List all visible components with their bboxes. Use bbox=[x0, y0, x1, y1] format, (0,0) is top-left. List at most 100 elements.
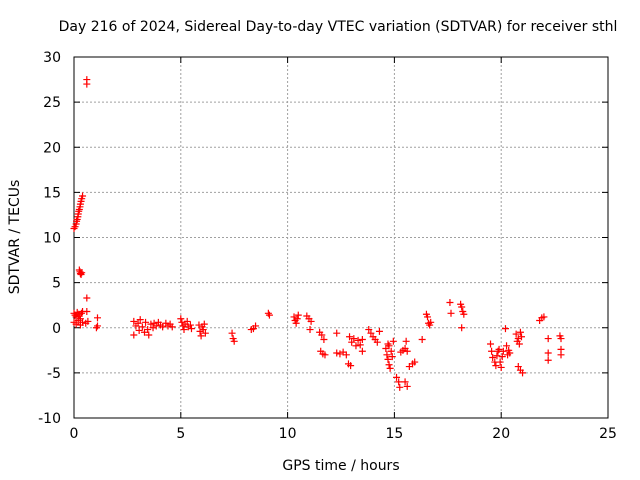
data-point bbox=[514, 363, 522, 371]
data-point bbox=[93, 314, 101, 322]
data-point bbox=[393, 373, 401, 381]
y-tick-label: 15 bbox=[43, 185, 61, 201]
data-point bbox=[544, 356, 552, 364]
data-point bbox=[403, 347, 411, 355]
data-point bbox=[168, 323, 176, 331]
data-point bbox=[130, 317, 138, 325]
data-point bbox=[492, 362, 500, 370]
data-point bbox=[385, 361, 393, 369]
y-tick-label: 5 bbox=[52, 276, 61, 292]
data-point bbox=[496, 358, 504, 366]
data-point bbox=[373, 338, 381, 346]
data-point bbox=[557, 351, 565, 359]
data-point bbox=[342, 351, 350, 359]
data-point bbox=[135, 326, 143, 334]
data-point bbox=[356, 341, 364, 349]
data-point bbox=[447, 309, 455, 317]
data-point bbox=[292, 319, 300, 327]
data-point bbox=[180, 326, 188, 334]
data-point bbox=[186, 321, 194, 329]
data-point bbox=[401, 378, 409, 386]
data-point bbox=[321, 351, 329, 359]
data-point bbox=[333, 329, 341, 337]
data-point bbox=[201, 329, 209, 337]
data-point bbox=[78, 269, 86, 277]
data-point bbox=[265, 311, 273, 319]
data-point bbox=[348, 338, 356, 346]
data-point bbox=[74, 317, 82, 325]
data-point bbox=[424, 313, 432, 321]
x-tick-label: 25 bbox=[599, 426, 617, 442]
data-point bbox=[358, 335, 366, 343]
data-point bbox=[92, 324, 100, 332]
data-point bbox=[187, 325, 195, 333]
data-point bbox=[512, 330, 520, 338]
data-point bbox=[352, 342, 360, 350]
data-point bbox=[83, 308, 91, 316]
data-point bbox=[354, 336, 362, 344]
data-point bbox=[388, 353, 396, 361]
data-point bbox=[358, 347, 366, 355]
data-point bbox=[488, 347, 496, 355]
data-point bbox=[418, 335, 426, 343]
data-point bbox=[142, 318, 150, 326]
data-point bbox=[346, 333, 354, 341]
data-point bbox=[336, 350, 344, 358]
data-point bbox=[458, 324, 466, 332]
data-point bbox=[498, 353, 506, 361]
data-point bbox=[79, 318, 87, 326]
data-point bbox=[350, 335, 358, 343]
y-tick-label: 20 bbox=[43, 140, 61, 156]
y-tick-label: 25 bbox=[43, 95, 61, 111]
data-point bbox=[318, 331, 326, 339]
data-point bbox=[489, 354, 497, 362]
data-point bbox=[497, 363, 505, 371]
axis-ticks: 0 5 10 15 20 25 -10 -5 0 5 10 15 20 25 30 bbox=[38, 50, 617, 442]
data-point bbox=[427, 318, 435, 326]
data-point bbox=[365, 326, 373, 334]
data-point bbox=[130, 331, 138, 339]
data-point bbox=[144, 326, 152, 334]
x-tick-label: 15 bbox=[385, 426, 403, 442]
data-point bbox=[516, 328, 524, 336]
data-point bbox=[306, 326, 314, 334]
y-tick-label: 0 bbox=[52, 321, 61, 337]
data-point bbox=[487, 340, 495, 348]
data-point bbox=[384, 355, 392, 363]
data-point bbox=[178, 318, 186, 326]
data-point bbox=[519, 369, 527, 377]
data-point bbox=[183, 317, 191, 325]
data-point bbox=[177, 315, 185, 323]
data-point bbox=[197, 332, 205, 340]
data-point bbox=[228, 329, 236, 337]
data-point bbox=[264, 309, 272, 317]
data-point bbox=[230, 337, 238, 345]
data-point bbox=[396, 383, 404, 391]
data-point bbox=[385, 342, 393, 350]
data-point bbox=[76, 270, 84, 278]
grid-lines bbox=[74, 57, 608, 418]
data-point bbox=[290, 313, 298, 321]
data-point bbox=[136, 316, 144, 324]
data-point bbox=[499, 347, 507, 355]
data-point bbox=[503, 342, 511, 350]
data-point bbox=[134, 319, 142, 327]
data-point bbox=[83, 80, 91, 88]
x-tick-label: 10 bbox=[279, 426, 297, 442]
y-tick-label: 30 bbox=[43, 50, 61, 66]
data-point bbox=[501, 325, 509, 333]
data-point bbox=[458, 303, 466, 311]
x-tick-label: 5 bbox=[176, 426, 185, 442]
data-point bbox=[540, 313, 548, 321]
data-point bbox=[294, 311, 302, 319]
data-point bbox=[145, 331, 153, 339]
y-tick-label: -10 bbox=[38, 411, 61, 427]
data-point bbox=[367, 329, 375, 337]
data-point bbox=[411, 358, 419, 366]
x-tick-label: 20 bbox=[492, 426, 510, 442]
data-point bbox=[147, 320, 155, 328]
data-point bbox=[544, 349, 552, 357]
data-point bbox=[517, 333, 525, 341]
y-axis-title: SDTVAR / TECUs bbox=[7, 180, 23, 295]
data-points bbox=[70, 76, 565, 391]
